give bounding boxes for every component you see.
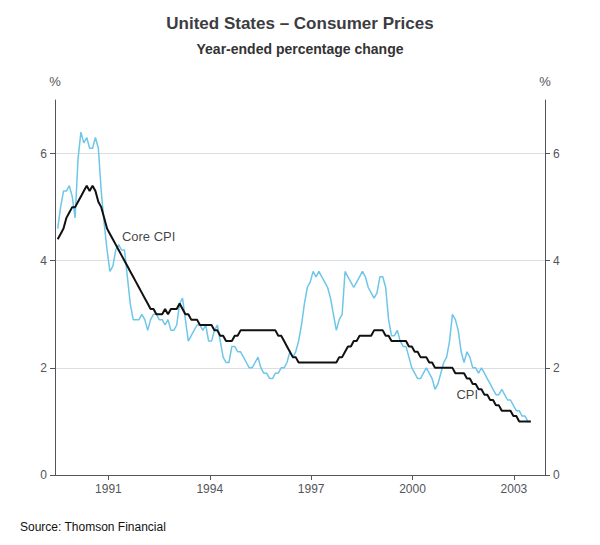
svg-text:Year-ended percentage change: Year-ended percentage change [197, 41, 404, 57]
svg-text:0: 0 [553, 468, 560, 482]
svg-text:%: % [539, 74, 551, 89]
svg-text:2000: 2000 [399, 482, 426, 496]
svg-text:1991: 1991 [95, 482, 122, 496]
svg-text:Source: Thomson Financial: Source: Thomson Financial [20, 520, 166, 534]
svg-text:2: 2 [40, 361, 47, 375]
svg-text:0: 0 [40, 468, 47, 482]
svg-text:4: 4 [553, 254, 560, 268]
svg-text:6: 6 [40, 147, 47, 161]
svg-text:2: 2 [553, 361, 560, 375]
svg-text:4: 4 [40, 254, 47, 268]
svg-text:Core CPI: Core CPI [122, 229, 175, 244]
svg-text:1994: 1994 [196, 482, 223, 496]
svg-text:1997: 1997 [298, 482, 325, 496]
svg-text:6: 6 [553, 147, 560, 161]
svg-text:2003: 2003 [501, 482, 528, 496]
svg-text:%: % [49, 74, 61, 89]
svg-text:CPI: CPI [456, 387, 478, 402]
svg-text:United States – Consumer Price: United States – Consumer Prices [166, 14, 433, 33]
